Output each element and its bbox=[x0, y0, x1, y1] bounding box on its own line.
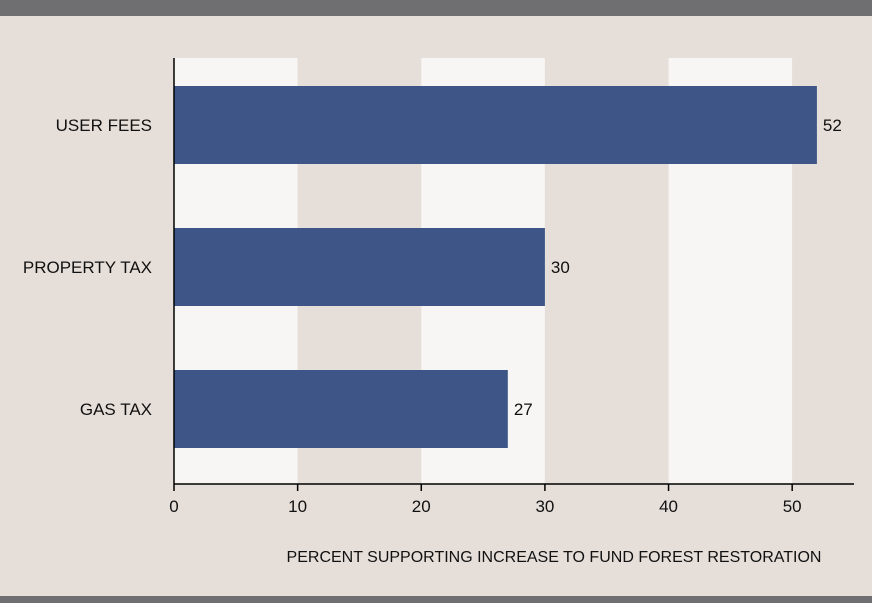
x-tick-label: 10 bbox=[288, 497, 307, 516]
bars bbox=[174, 86, 817, 448]
data-label: 52 bbox=[823, 116, 842, 135]
category-label: PROPERTY TAX bbox=[23, 258, 152, 277]
bar bbox=[174, 86, 817, 164]
x-axis-title: PERCENT SUPPORTING INCREASE TO FUND FORE… bbox=[287, 549, 822, 566]
x-ticks: 0 10 20 30 40 50 bbox=[169, 484, 802, 516]
bar bbox=[174, 228, 545, 306]
x-tick-label: 30 bbox=[535, 497, 554, 516]
category-label: GAS TAX bbox=[80, 400, 152, 419]
data-label: 30 bbox=[551, 258, 570, 277]
x-tick-label: 50 bbox=[783, 497, 802, 516]
bottom-rule bbox=[0, 596, 872, 603]
category-label: USER FEES bbox=[56, 116, 152, 135]
top-rule bbox=[0, 0, 872, 16]
x-tick-label: 40 bbox=[659, 497, 678, 516]
bar bbox=[174, 370, 508, 448]
x-tick-label: 20 bbox=[412, 497, 431, 516]
axes bbox=[173, 58, 854, 485]
x-tick-label: 0 bbox=[169, 497, 178, 516]
data-label: 27 bbox=[514, 400, 533, 419]
labels: USER FEES 52 PROPERTY TAX 30 GAS TAX 27 bbox=[23, 116, 842, 419]
